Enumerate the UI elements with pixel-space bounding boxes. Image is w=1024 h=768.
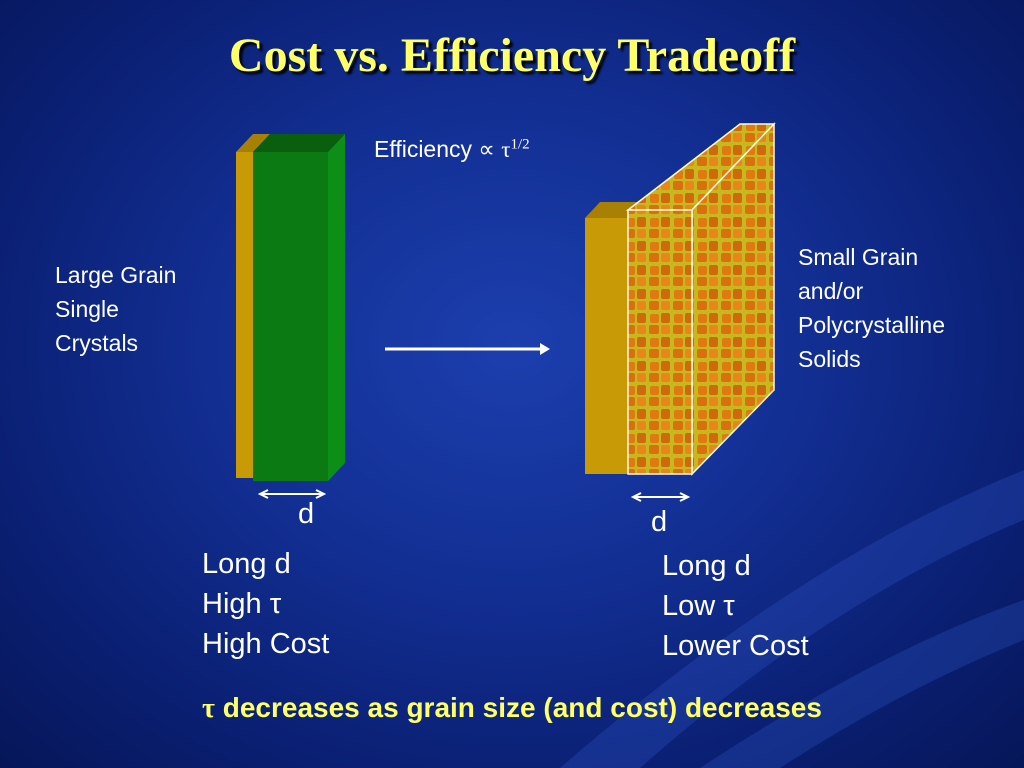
efficiency-text: Efficiency <box>374 136 473 162</box>
left-label-line: Crystals <box>55 330 139 356</box>
left-thickness-label: d <box>298 498 315 530</box>
right-stat-line: Lower Cost <box>662 630 809 662</box>
efficiency-relation: Efficiency ∝ τ1/2 <box>374 136 530 163</box>
right-thickness-label: d <box>651 506 668 538</box>
left-label-line: Single <box>55 296 119 322</box>
proportional-symbol: ∝ <box>478 137 495 162</box>
right-backing-layer <box>585 218 629 474</box>
polycrystalline-slab <box>585 122 776 476</box>
left-crystal-front <box>253 152 328 481</box>
left-description: Large Grain Single Crystals <box>55 258 176 360</box>
right-description: Small Grain and/or Polycrystalline Solid… <box>798 240 945 376</box>
right-stat-line: Low τ <box>662 590 735 622</box>
left-stat-line: High τ <box>202 588 282 620</box>
left-stat-line: Long d <box>202 548 291 580</box>
right-label-line: Polycrystalline <box>798 312 945 338</box>
left-stat-line: High Cost <box>202 628 330 660</box>
bottom-text: decreases as grain size (and cost) decre… <box>214 692 822 723</box>
bottom-statement: τ decreases as grain size (and cost) dec… <box>0 692 1024 725</box>
right-thickness-arrow <box>630 492 691 502</box>
left-stats: Long d High τ High Cost <box>202 544 329 664</box>
tau-symbol: τ <box>501 137 511 162</box>
slide-title: Cost vs. Efficiency Tradeoff <box>228 29 796 82</box>
right-stats: Long d Low τ Lower Cost <box>662 546 809 666</box>
left-backing-layer <box>236 152 254 478</box>
right-label-line: and/or <box>798 278 864 304</box>
exponent: 1/2 <box>510 136 530 153</box>
right-crystal-front <box>627 209 693 475</box>
single-crystal-slab <box>236 134 345 481</box>
left-thickness-arrow <box>257 489 327 499</box>
bottom-tau-symbol: τ <box>202 693 215 724</box>
transition-arrow <box>385 343 550 355</box>
right-stat-line: Long d <box>662 550 751 582</box>
right-label-line: Solids <box>798 346 861 372</box>
right-label-line: Small Grain <box>798 244 919 270</box>
left-label-line: Large Grain <box>55 262 177 288</box>
